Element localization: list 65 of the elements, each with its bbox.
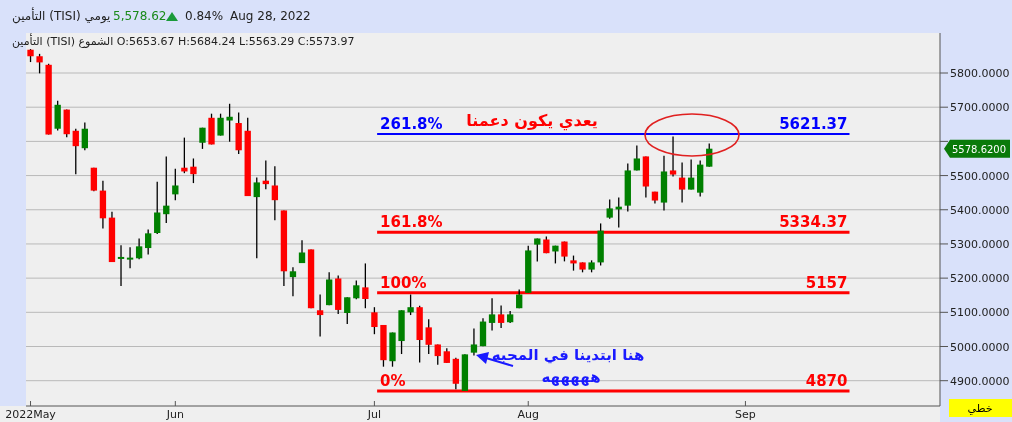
candlestick	[687, 158, 695, 191]
candlestick	[135, 237, 143, 260]
candlestick	[81, 121, 88, 151]
y-tick-label: 5000.0000	[950, 340, 1010, 354]
y-tick-label: 5800.0000	[950, 67, 1010, 80]
candlestick	[371, 306, 378, 335]
candlestick	[344, 296, 351, 325]
ref-line-label: 4870	[805, 371, 848, 390]
y-tick-label: 5200.0000	[950, 272, 1010, 286]
candlestick	[534, 237, 541, 263]
candlestick	[190, 157, 197, 184]
text: 5,578.62	[113, 9, 167, 23]
x-tick-label: Jul	[366, 408, 382, 421]
x-tick-label: Jun	[165, 408, 184, 421]
annotation: هههههه	[541, 368, 601, 386]
candlestick	[362, 262, 369, 309]
candlestick	[217, 113, 224, 137]
x-tick-label: Sep	[735, 408, 756, 421]
annotation: 161.8%	[380, 213, 443, 232]
candlestick	[271, 165, 279, 221]
y-tick-label: 4900.0000	[950, 374, 1010, 388]
text: 5578.6200	[952, 143, 1007, 155]
candlestick	[669, 135, 677, 178]
candlestick	[497, 304, 505, 329]
candlestick	[353, 279, 360, 300]
y-tick-label: 5700.0000	[950, 101, 1010, 115]
candlestick	[488, 297, 496, 332]
candlestick	[145, 228, 152, 256]
candlestick	[172, 168, 179, 201]
ref-line-label: 5621.37	[779, 115, 848, 134]
ref-line-label: 5157	[805, 273, 848, 292]
annotation: 0%	[380, 371, 406, 390]
candlestick	[678, 161, 686, 204]
y-tick-label: 5300.0000	[950, 237, 1010, 251]
candlestick	[289, 266, 297, 297]
candlestick	[407, 293, 414, 316]
candlestick	[606, 198, 613, 220]
x-tick-label: Aug	[517, 408, 539, 421]
y-tick-label: 5100.0000	[950, 306, 1010, 320]
y-tick-label: 5400.0000	[950, 203, 1010, 217]
candlestick	[36, 53, 43, 74]
candlestick	[126, 246, 134, 269]
x-tick-label: 2022May	[5, 408, 57, 421]
chart-subtitle: التأمين (TISI) الشموع O:5653.67 H:5684.24 L:5563.29 C:5573.97	[12, 33, 355, 48]
annotation: هنا ابتدينا في المحبه	[491, 346, 645, 364]
candlestick	[154, 181, 161, 235]
candlestick	[434, 343, 441, 366]
candlestick	[226, 103, 233, 143]
candlestick	[72, 128, 79, 175]
candlestick	[425, 318, 432, 355]
candlestick	[470, 327, 478, 357]
candlestick	[316, 293, 324, 338]
text: خطي	[967, 402, 993, 415]
candlestick	[253, 176, 260, 259]
chart-title: التأمين (TISI) يومي	[12, 7, 111, 24]
y-tick-label: 5500.0000	[950, 169, 1010, 183]
candlestick	[117, 244, 125, 287]
annotation: 100%	[380, 273, 427, 292]
candlestick	[54, 100, 61, 132]
ref-line-label: 5334.37	[779, 213, 848, 232]
text: Aug 28, 2022	[230, 9, 311, 23]
annotation: يعدي يكون دعمنا	[466, 111, 598, 131]
annotation: 261.8%	[380, 115, 443, 134]
text: 0.84%	[185, 9, 224, 23]
candlestick	[633, 144, 641, 172]
